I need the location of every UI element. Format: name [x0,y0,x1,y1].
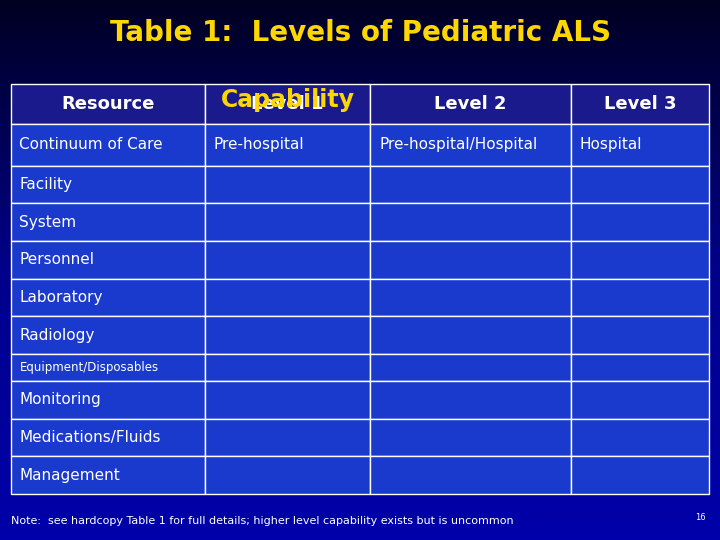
Text: Pre-hospital: Pre-hospital [214,137,305,152]
Text: Radiology: Radiology [19,328,95,343]
Text: Level 3: Level 3 [604,95,676,113]
Text: Level 2: Level 2 [434,95,507,113]
Text: Equipment/Disposables: Equipment/Disposables [19,361,158,374]
Text: Monitoring: Monitoring [19,393,102,407]
Text: Facility: Facility [19,177,73,192]
Text: Table 1:  Levels of Pediatric ALS: Table 1: Levels of Pediatric ALS [109,19,611,47]
Text: Resource: Resource [61,95,155,113]
Text: Medications/Fluids: Medications/Fluids [19,430,161,445]
Text: Note:  see hardcopy Table 1 for full details; higher level capability exists but: Note: see hardcopy Table 1 for full deta… [11,516,513,526]
Text: Hospital: Hospital [580,137,642,152]
Text: Capability: Capability [221,87,355,112]
Text: Pre-hospital/Hospital: Pre-hospital/Hospital [379,137,537,152]
Text: Level 1: Level 1 [251,95,324,113]
Text: Continuum of Care: Continuum of Care [19,137,163,152]
Text: System: System [19,214,76,230]
Text: 16: 16 [696,513,706,522]
Text: Laboratory: Laboratory [19,290,103,305]
Text: Personnel: Personnel [19,252,94,267]
Text: Management: Management [19,468,120,483]
